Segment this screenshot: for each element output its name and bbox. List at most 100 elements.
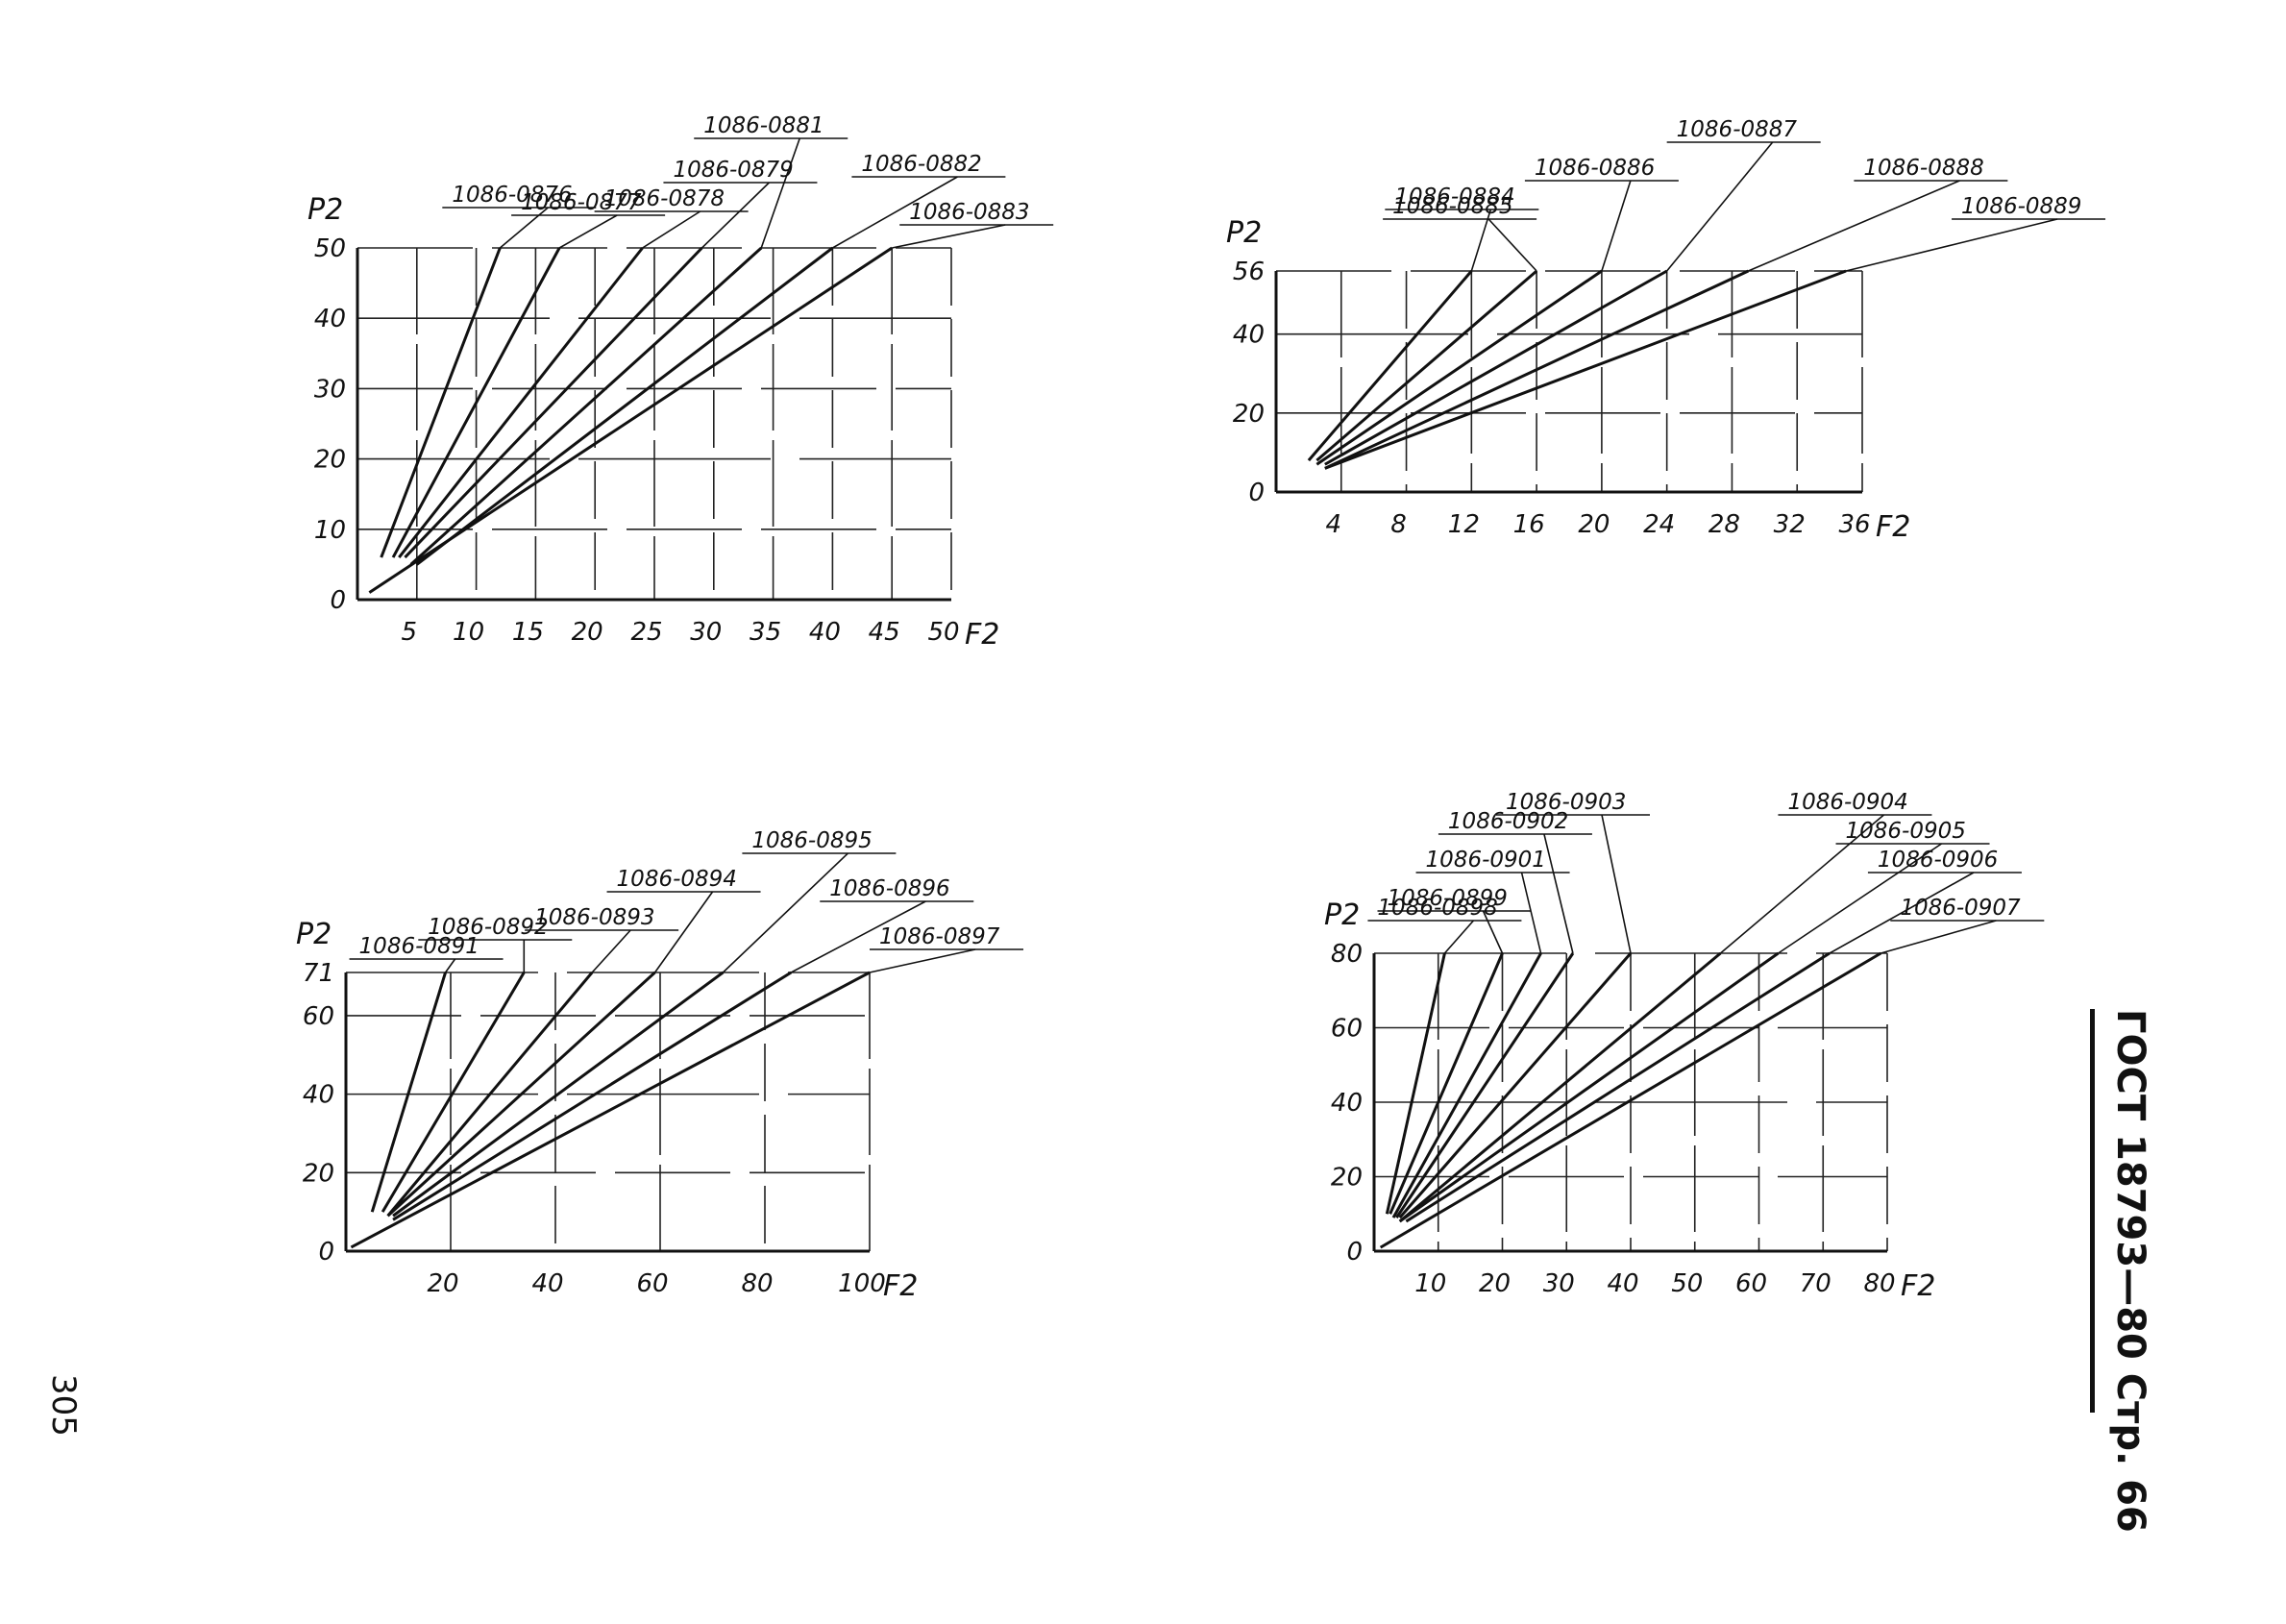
x-axis-title: F2	[883, 1269, 918, 1303]
series-label-1086-0882: 1086-0882	[861, 152, 981, 177]
series-leader-line	[1601, 814, 1632, 954]
series-line-1086-0895	[392, 971, 725, 1218]
series-line-1086-0887	[1324, 269, 1668, 466]
x-tick-label: 50	[1671, 1269, 1703, 1298]
y-tick-label: 0	[1346, 1238, 1363, 1267]
series-label-1086-0881: 1086-0881	[703, 113, 823, 138]
series-label-1086-0891: 1086-0891	[359, 934, 479, 959]
series-leader-line	[1880, 920, 1997, 954]
series-label-1086-0885: 1086-0885	[1392, 194, 1512, 219]
series-label-1086-0878: 1086-0878	[604, 186, 725, 211]
x-tick-label: 60	[636, 1269, 668, 1298]
series-line-1086-0899	[1389, 952, 1504, 1215]
x-tick-label: 70	[1800, 1269, 1831, 1298]
series-line-1086-0885	[1315, 269, 1538, 462]
series-leader-line	[1601, 180, 1632, 272]
x-tick-label: 16	[1513, 510, 1545, 539]
y-axis-title: P2	[307, 193, 343, 227]
series-leader-line	[722, 852, 848, 973]
series-line-1086-0881	[409, 246, 763, 566]
series-line-1086-0891	[370, 972, 447, 1213]
x-tick-label: 80	[1863, 1269, 1895, 1298]
series-leader-line	[701, 182, 770, 249]
series-label-1086-0893: 1086-0893	[534, 905, 654, 930]
y-tick-label: 40	[1233, 321, 1265, 350]
x-tick-label: 40	[809, 618, 841, 647]
series-leader-line	[790, 900, 926, 973]
series-line-1086-0896	[392, 971, 793, 1221]
x-tick-label: 28	[1708, 510, 1740, 539]
series-line-1086-0889	[1324, 269, 1847, 470]
series-line-1086-0894	[386, 971, 656, 1218]
series-label-1086-0901: 1086-0901	[1426, 848, 1546, 873]
series-label-1086-0904: 1086-0904	[1787, 790, 1907, 815]
y-tick-label: 20	[1233, 400, 1265, 429]
x-tick-label: 12	[1448, 510, 1480, 539]
x-tick-label: 50	[927, 618, 959, 647]
series-leader-line	[1748, 180, 1960, 272]
x-tick-label: 45	[869, 618, 900, 647]
x-tick-label: 20	[427, 1269, 458, 1298]
series-leader-line	[1719, 814, 1884, 954]
series-label-1086-0888: 1086-0888	[1863, 156, 1983, 181]
y-tick-label: 60	[303, 1002, 334, 1031]
y-axis-title: P2	[1226, 216, 1262, 250]
series-line-1086-0876	[380, 247, 502, 558]
x-tick-label: 25	[630, 618, 662, 647]
series-line-1086-0892	[381, 972, 526, 1213]
x-axis-title: F2	[965, 618, 999, 652]
y-tick-label: 80	[1331, 940, 1363, 969]
x-tick-label: 36	[1838, 510, 1870, 539]
x-tick-label: 10	[453, 618, 484, 647]
y-tick-label: 20	[314, 446, 346, 475]
y-tick-label: 0	[1248, 479, 1265, 507]
y-tick-label: 20	[303, 1159, 334, 1188]
series-line-1086-0907	[1379, 951, 1882, 1249]
series-leader-line	[869, 948, 976, 973]
series-label-1086-0898: 1086-0898	[1377, 896, 1497, 921]
x-tick-label: 8	[1390, 510, 1407, 539]
x-tick-label: 60	[1735, 1269, 1767, 1298]
x-axis-title: F2	[1901, 1269, 1935, 1303]
series-line-1086-0883	[368, 246, 894, 594]
x-tick-label: 10	[1414, 1269, 1446, 1298]
series-line-1086-0906	[1405, 951, 1831, 1223]
series-label-1086-0894: 1086-0894	[617, 867, 737, 892]
y-tick-label: 40	[314, 305, 346, 333]
x-tick-label: 32	[1774, 510, 1806, 539]
y-axis-title: P2	[296, 918, 332, 951]
series-line-1086-0902	[1395, 952, 1575, 1218]
series-leader-line	[653, 891, 714, 973]
series-line-1086-0901	[1391, 952, 1542, 1218]
series-leader-line	[642, 210, 701, 249]
series-line-1086-0886	[1315, 269, 1603, 466]
y-tick-label: 50	[314, 234, 346, 263]
series-label-1086-0876: 1086-0876	[452, 183, 572, 208]
y-tick-label: 60	[1331, 1015, 1363, 1044]
series-leader-line	[832, 176, 958, 249]
series-label-1086-0887: 1086-0887	[1677, 117, 1798, 142]
series-line-1086-0893	[386, 972, 594, 1218]
x-tick-label: 30	[690, 618, 722, 647]
y-tick-label: 30	[314, 375, 346, 404]
series-leader-line	[1778, 843, 1942, 954]
series-label-1086-0895: 1086-0895	[751, 828, 872, 853]
series-leader-line	[892, 224, 1006, 249]
series-label-1086-0884: 1086-0884	[1394, 185, 1514, 209]
series-label-1086-0883: 1086-0883	[909, 200, 1029, 225]
series-label-1086-0902: 1086-0902	[1448, 809, 1568, 834]
series-label-1086-0889: 1086-0889	[1961, 194, 2081, 219]
series-label-1086-0905: 1086-0905	[1846, 819, 1966, 844]
header-text: ГОСТ 18793—80 Стр. 66	[2108, 1009, 2152, 1533]
series-line-1086-0879	[404, 246, 703, 559]
y-tick-label: 0	[318, 1238, 334, 1267]
y-tick-label: 71	[303, 959, 334, 988]
x-tick-label: 24	[1643, 510, 1675, 539]
series-label-1086-0903: 1086-0903	[1506, 790, 1626, 815]
series-line-1086-0878	[398, 247, 644, 559]
y-tick-label: 20	[1331, 1164, 1363, 1193]
series-label-1086-0892: 1086-0892	[428, 915, 548, 940]
